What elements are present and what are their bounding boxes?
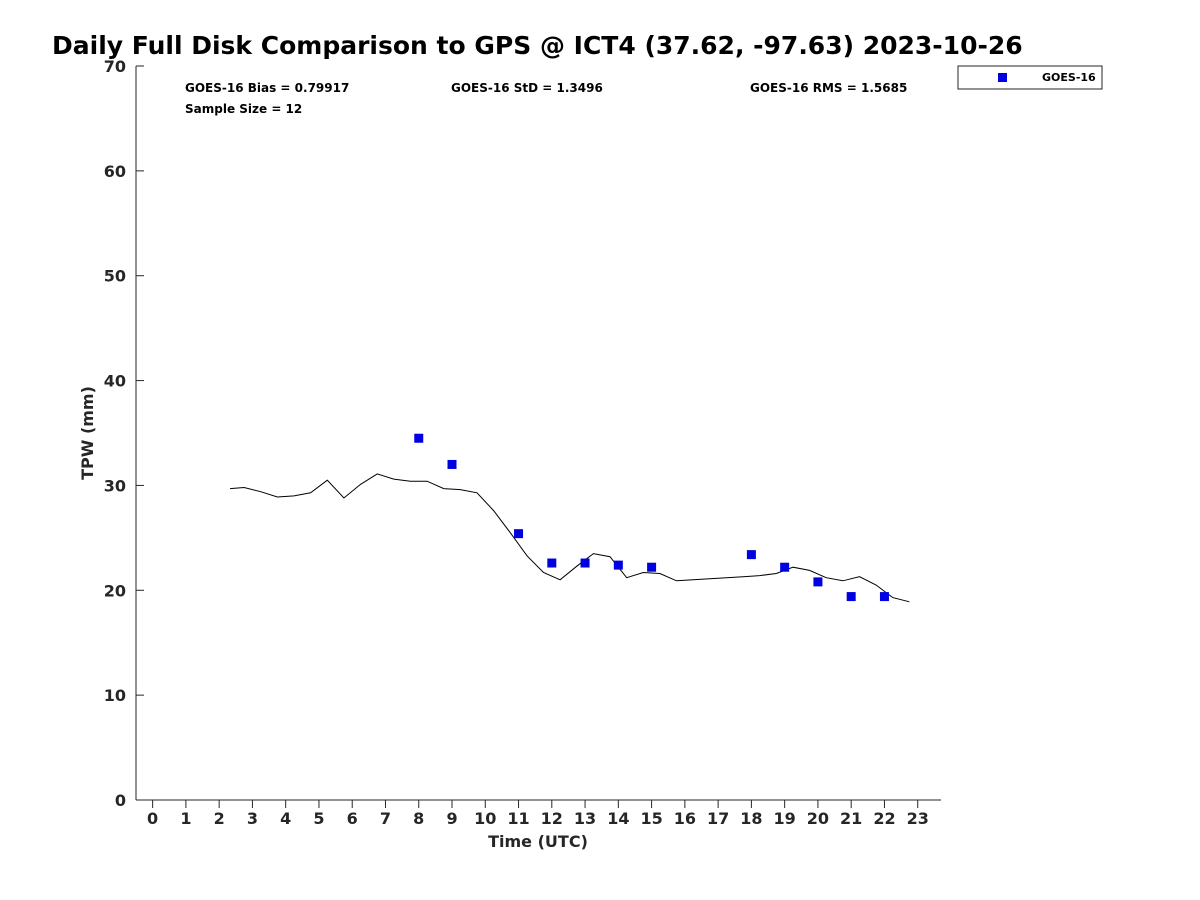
goes16-data-point: [813, 577, 823, 587]
gps-tpw-line: [230, 473, 910, 603]
goes16-data-point: [580, 558, 590, 568]
y-ticks: 0 10 20 30 40 50 60 70: [104, 57, 144, 810]
legend-entry-goes16: GOES-16: [1042, 71, 1096, 84]
x-tick-label: 13: [574, 809, 596, 828]
x-tick-label: 6: [347, 809, 358, 828]
goes16-data-point: [514, 529, 524, 539]
x-axis-label: Time (UTC): [488, 832, 588, 851]
legend-marker: [998, 73, 1007, 82]
x-tick-label: 11: [507, 809, 529, 828]
x-tick-label: 21: [840, 809, 862, 828]
x-tick-label: 15: [640, 809, 662, 828]
x-tick-label: 2: [214, 809, 225, 828]
x-tick-label: 1: [180, 809, 191, 828]
goes16-data-point: [547, 558, 557, 568]
x-ticks: 0 1 2 3 4 5 6 7 8 9 10 11 12 13 14 15 16 17 18 19 20 21 22 23: [147, 800, 929, 828]
y-tick-label: 20: [104, 581, 126, 600]
y-tick-label: 10: [104, 686, 126, 705]
x-tick-label: 18: [740, 809, 762, 828]
series-layer: [230, 433, 910, 603]
x-tick-label: 7: [380, 809, 391, 828]
y-tick-label: 50: [104, 267, 126, 286]
x-tick-label: 20: [807, 809, 829, 828]
goes16-data-point: [879, 592, 889, 602]
goes16-data-point: [846, 592, 856, 602]
goes16-data-point: [746, 550, 756, 560]
std-stat: GOES-16 StD = 1.3496: [451, 81, 603, 95]
bias-stat: GOES-16 Bias = 0.79917: [185, 81, 349, 95]
x-tick-label: 4: [280, 809, 291, 828]
legend: GOES-16: [957, 65, 1103, 90]
x-tick-label: 8: [413, 809, 424, 828]
x-tick-label: 22: [873, 809, 895, 828]
y-tick-label: 0: [115, 791, 126, 810]
x-tick-label: 17: [707, 809, 729, 828]
x-tick-label: 3: [247, 809, 258, 828]
y-tick-label: 60: [104, 162, 126, 181]
x-tick-label: 0: [147, 809, 158, 828]
x-tick-label: 16: [674, 809, 696, 828]
goes16-data-point: [780, 562, 790, 572]
y-tick-label: 30: [104, 476, 126, 495]
y-tick-label: 40: [104, 372, 126, 391]
legend-box: [957, 65, 1103, 90]
plot-axes: [135, 66, 941, 801]
x-tick-label: 5: [313, 809, 324, 828]
goes16-data-point: [447, 459, 457, 469]
x-tick-label: 19: [774, 809, 796, 828]
sample-size-stat: Sample Size = 12: [185, 102, 302, 116]
x-tick-label: 9: [446, 809, 457, 828]
y-tick-label: 70: [104, 57, 126, 76]
x-tick-label: 12: [541, 809, 563, 828]
rms-stat: GOES-16 RMS = 1.5685: [750, 81, 907, 95]
chart-title: Daily Full Disk Comparison to GPS @ ICT4…: [52, 31, 1023, 60]
goes16-data-point: [414, 433, 424, 443]
goes16-data-point: [647, 562, 657, 572]
goes16-data-point: [613, 560, 623, 570]
y-axis-label: TPW (mm): [78, 386, 97, 480]
x-tick-label: 23: [907, 809, 929, 828]
x-tick-label: 14: [607, 809, 629, 828]
x-tick-label: 10: [474, 809, 496, 828]
